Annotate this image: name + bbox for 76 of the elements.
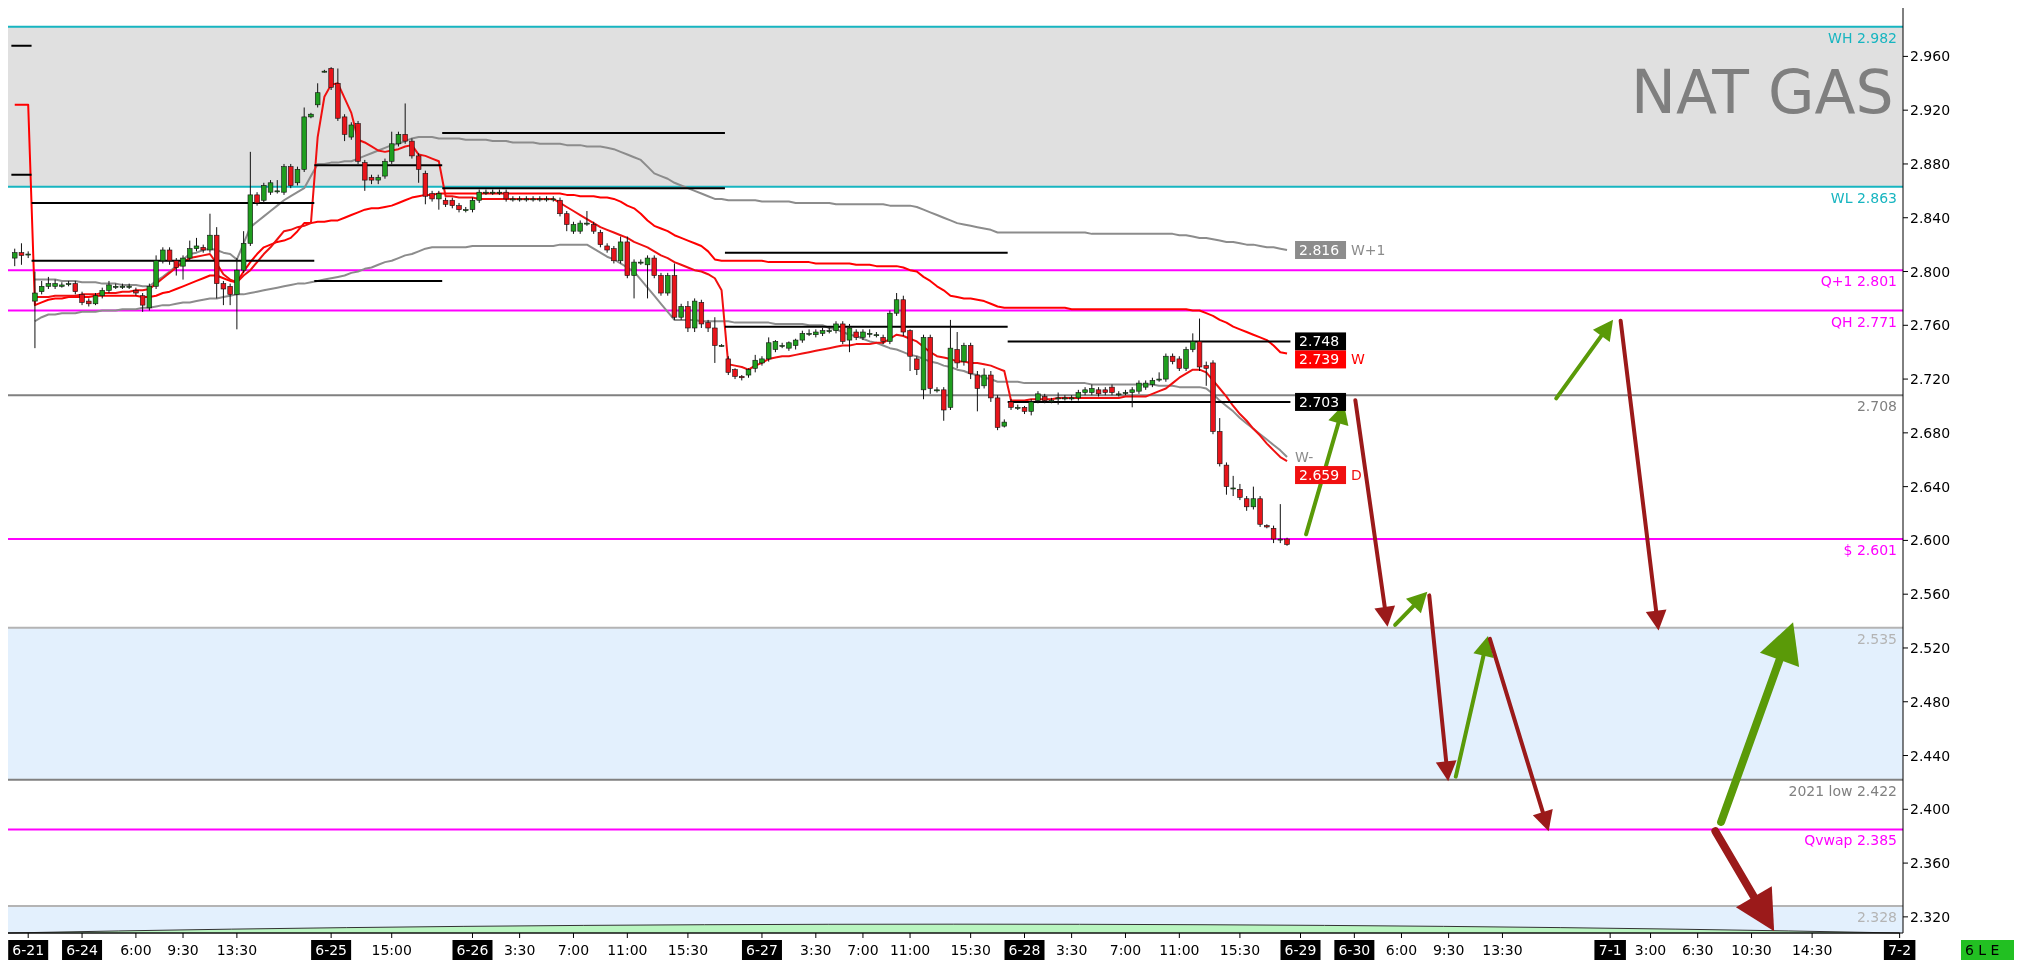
text: NAT GAS xyxy=(1631,57,1894,127)
series-label: W- xyxy=(1295,449,1314,466)
legend-label: D xyxy=(1351,467,1362,484)
candlestick xyxy=(133,287,139,297)
x-tick-label: 7-2 xyxy=(1888,942,1912,958)
x-tick-label: 6:00 xyxy=(1385,942,1418,958)
x-tick-label: 6:00 xyxy=(120,942,152,958)
ref-line-label: 2.328 xyxy=(1856,909,1897,926)
candlestick xyxy=(32,271,38,349)
y-tick-label: 2.320 xyxy=(1910,908,1951,925)
y-tick-label: 2.680 xyxy=(1910,424,1951,441)
x-tick-label: 15:30 xyxy=(950,942,991,958)
ref-line-label: Q+1 2.801 xyxy=(1820,273,1897,290)
x-tick-label: 15:00 xyxy=(371,942,412,958)
y-tick-label: 2.800 xyxy=(1910,263,1951,280)
legend-label: W xyxy=(1351,351,1366,368)
y-tick-label: 2.880 xyxy=(1910,155,1951,172)
x-tick-label: 9:30 xyxy=(167,942,199,958)
y-tick-label: 2.920 xyxy=(1910,102,1951,119)
x-tick-label: 6-24 xyxy=(66,942,99,958)
ref-line-label: QH 2.771 xyxy=(1830,313,1897,330)
x-tick-label: 15:30 xyxy=(667,942,709,958)
x-tick-label: 14:30 xyxy=(1791,942,1833,958)
x-tick-label: 3:30 xyxy=(800,942,832,958)
x-tick-label: 13:30 xyxy=(216,942,258,958)
ref-line-label: 2021 low 2.422 xyxy=(1788,782,1897,799)
y-tick-label: 2.960 xyxy=(1910,48,1951,65)
x-tick-label: 11:00 xyxy=(607,942,648,958)
x-tick-label: 6:30 xyxy=(1681,942,1714,958)
ref-line-label: WH 2.982 xyxy=(1828,29,1897,46)
line-series xyxy=(13,103,1289,355)
x-tick-label: 6-21 xyxy=(12,942,45,958)
data-label: 2.816 xyxy=(1299,242,1340,259)
ref-line-label: 2.708 xyxy=(1856,398,1897,415)
x-tick-label: 9:30 xyxy=(1432,942,1465,958)
ref-line-label: $ 2.601 xyxy=(1843,542,1897,559)
y-tick-label: 2.480 xyxy=(1910,693,1951,710)
y-tick-label: 2.760 xyxy=(1910,317,1951,334)
y-tick-label: 2.640 xyxy=(1910,478,1951,495)
ref-line-label: Qvwap 2.385 xyxy=(1804,832,1897,849)
x-tick-label: 11:00 xyxy=(889,942,931,958)
x-tick-label: 11:00 xyxy=(1159,942,1200,958)
y-tick-label: 2.520 xyxy=(1910,639,1951,656)
x-tick-label: 6-28 xyxy=(1008,942,1041,958)
x-tick-label: 15:30 xyxy=(1219,942,1261,958)
x-tick-label: 10:30 xyxy=(1731,942,1772,958)
x-tick-label: 7:00 xyxy=(847,942,879,958)
data-label: 2.739 xyxy=(1299,351,1340,368)
data-label: 2.703 xyxy=(1299,393,1340,410)
x-tick-label: 13:30 xyxy=(1482,942,1523,958)
x-tick-label: 3:30 xyxy=(1055,942,1088,958)
y-tick-label: 2.600 xyxy=(1910,532,1951,549)
data-label: 2.748 xyxy=(1299,333,1340,350)
x-tick-label: 6-29 xyxy=(1284,942,1317,958)
x-tick-label: 6-30 xyxy=(1338,942,1371,958)
y-tick-label: 2.560 xyxy=(1910,586,1951,603)
x-tick-label: 6-25 xyxy=(315,942,348,958)
y-tick-label: 2.840 xyxy=(1910,209,1951,226)
x-tick-label: 7:00 xyxy=(1109,942,1142,958)
x-tick-label: 6-27 xyxy=(746,942,778,958)
x-tick-label: 7:00 xyxy=(557,942,590,958)
y-tick-label: 2.400 xyxy=(1910,801,1951,818)
y-tick-label: 2.440 xyxy=(1910,747,1951,764)
y-tick-label: 2.360 xyxy=(1910,855,1951,872)
legend-label: W+1 xyxy=(1351,242,1386,259)
candlestick xyxy=(1223,461,1230,496)
x-tick-label: 3:30 xyxy=(503,942,536,958)
data-label: 2.659 xyxy=(1299,467,1340,484)
ref-line-label: WL 2.863 xyxy=(1830,189,1897,206)
x-tick-label: 7-1 xyxy=(1598,942,1622,958)
candlestick xyxy=(315,82,321,108)
ref-line-label: 2.535 xyxy=(1856,630,1897,647)
x-tick-label: 6-26 xyxy=(456,942,489,958)
x-tick-label: 3:00 xyxy=(1634,942,1667,958)
text: 6 L E xyxy=(1965,942,2000,958)
y-tick-label: 2.720 xyxy=(1910,371,1951,388)
